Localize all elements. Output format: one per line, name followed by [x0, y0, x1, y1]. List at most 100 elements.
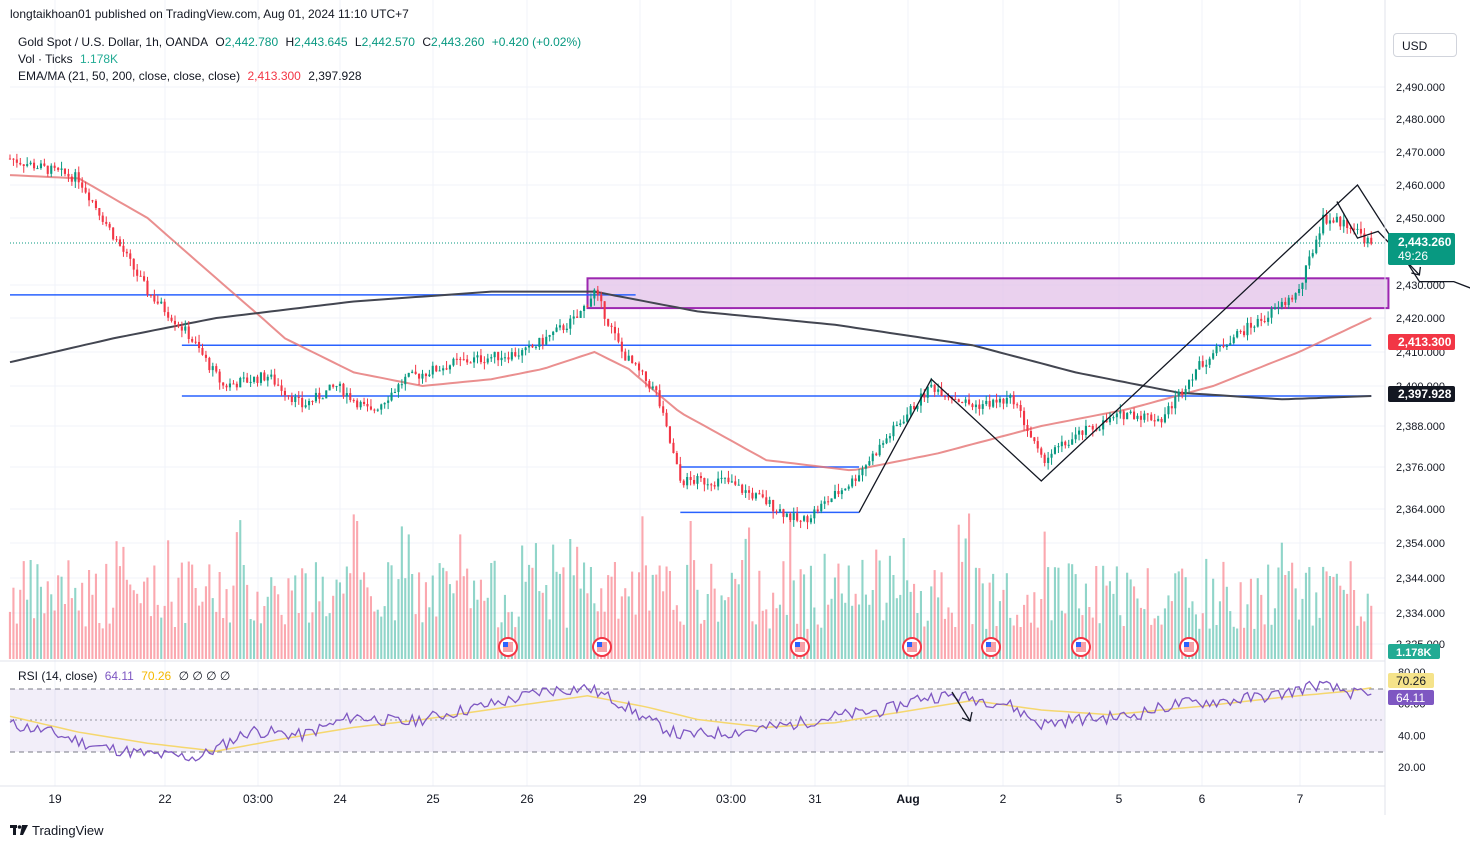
candle-body — [1280, 301, 1283, 307]
supply-zone[interactable] — [586, 277, 1390, 310]
volume-bar — [400, 526, 403, 659]
candle-body — [33, 162, 36, 169]
volume-bar — [840, 593, 843, 659]
volume-bar — [1366, 593, 1369, 659]
candle-body — [930, 384, 933, 387]
volume-bar — [1043, 531, 1046, 659]
candle-body — [524, 347, 527, 351]
candle-body — [548, 335, 551, 337]
volume-bar — [50, 594, 53, 659]
volume-bar — [431, 575, 434, 659]
candle-body — [490, 357, 493, 359]
candle-body — [816, 509, 819, 512]
volume-bar — [191, 564, 194, 659]
price-tick-label: 2,480.000 — [1396, 114, 1445, 126]
volume-bar — [596, 611, 599, 659]
volume-bar — [445, 571, 448, 659]
volume-label[interactable]: Vol · Ticks — [18, 52, 73, 66]
candle-body — [785, 513, 788, 517]
candle-body — [1084, 425, 1087, 435]
price-tick-label: 2,354.000 — [1396, 538, 1445, 550]
currency-button[interactable]: USD — [1393, 33, 1457, 57]
volume-bar — [342, 593, 345, 659]
candle-body — [974, 404, 977, 408]
volume-bar — [641, 516, 644, 659]
ema-label[interactable]: EMA/MA (21, 50, 200, close, close, close… — [18, 69, 241, 83]
candle-body — [1146, 413, 1149, 415]
volume-bar — [352, 514, 355, 659]
candle-body — [995, 399, 998, 403]
volume-bar — [91, 594, 94, 659]
volume-bar — [19, 589, 22, 659]
candle-body — [1181, 391, 1184, 395]
volume-bar — [143, 581, 146, 659]
volume-bar — [1016, 614, 1019, 659]
candle-body — [545, 336, 548, 345]
candle-body — [1325, 214, 1328, 224]
volume-bar — [167, 540, 170, 659]
candle-body — [1273, 307, 1276, 309]
candle-body — [782, 509, 785, 517]
volume-bar — [39, 586, 42, 659]
candle-body — [204, 354, 207, 358]
volume-bar — [43, 613, 46, 659]
volume-bar — [201, 601, 204, 659]
candle-body — [88, 192, 91, 201]
volume-bar — [1174, 573, 1177, 659]
volume-bar — [280, 614, 283, 659]
volume-bar — [290, 590, 293, 659]
volume-bar — [703, 620, 706, 659]
volume-bar — [521, 545, 524, 659]
candle-body — [428, 374, 431, 377]
symbol-name[interactable]: Gold Spot / U.S. Dollar, 1h, OANDA — [18, 35, 209, 49]
volume-bar — [149, 616, 152, 659]
candle-body — [435, 365, 438, 372]
volume-bar — [875, 549, 878, 659]
candle-body — [541, 337, 544, 345]
rsi-projection-arrow[interactable] — [951, 691, 973, 722]
candle-body — [503, 357, 506, 359]
candle-body — [1060, 441, 1063, 447]
volume-bar — [1208, 628, 1211, 659]
candle-body — [1370, 237, 1373, 244]
candle-body — [479, 355, 482, 363]
candle-body — [748, 490, 751, 493]
volume-bar — [242, 565, 245, 659]
candle-body — [407, 372, 410, 377]
time-axis[interactable]: 19 22 03:00 24 25 26 29 03:00 31 Aug 2 5 6 7 — [48, 792, 1303, 806]
candle-body — [1188, 379, 1191, 390]
candle-body — [225, 385, 228, 388]
candle-body — [868, 461, 871, 466]
candle-body — [827, 501, 830, 503]
price-tick-label: 2,376.000 — [1396, 462, 1445, 474]
volume-bar — [29, 560, 32, 659]
volume-bar — [627, 596, 630, 659]
ema-value: 2,413.300 — [247, 69, 301, 83]
volume-bar — [122, 546, 125, 659]
volume-bar — [1143, 609, 1146, 659]
rsi-label[interactable]: RSI (14, close) — [18, 669, 98, 683]
volume-bar — [1201, 613, 1204, 659]
volume-bar — [686, 564, 689, 659]
volume-bar — [864, 594, 867, 659]
candle-body — [648, 381, 651, 389]
volume-bar — [613, 562, 616, 659]
candle-body — [67, 173, 70, 177]
candle-body — [668, 426, 671, 443]
candle-body — [1229, 343, 1232, 346]
candle-body — [146, 280, 149, 295]
zone-rect — [586, 277, 1390, 310]
candle-body — [8, 158, 11, 160]
volume-bar — [1205, 558, 1208, 659]
candle-body — [638, 363, 641, 371]
volume-bar — [1112, 593, 1115, 659]
volume-bar — [617, 618, 620, 659]
candle-body — [713, 485, 716, 487]
economic-events[interactable] — [498, 637, 1199, 657]
volume-bar — [933, 570, 936, 659]
candle-body — [101, 215, 104, 222]
volume-bar — [1232, 626, 1235, 659]
volume-bar — [1291, 562, 1294, 659]
brand[interactable]: TradingView — [10, 823, 104, 838]
